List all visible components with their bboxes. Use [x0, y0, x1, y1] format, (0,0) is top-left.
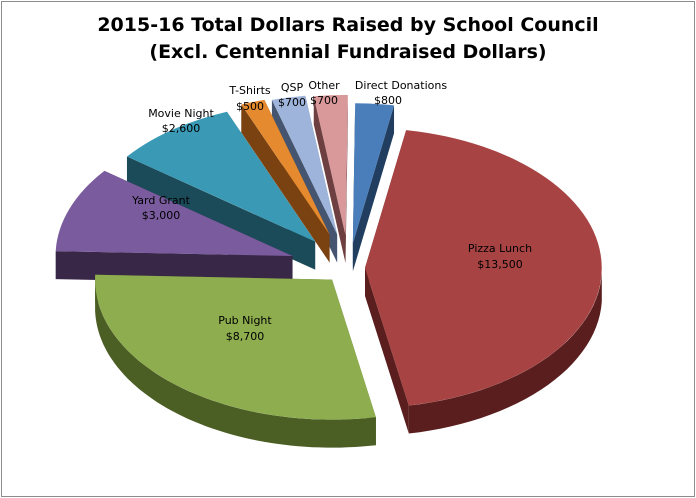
slice-top [271, 95, 338, 235]
slice-label-name: T-Shirts [228, 84, 271, 97]
slice-label-name: Pub Night [218, 314, 272, 327]
slice-label-value: $700 [310, 94, 338, 107]
slice-label-name: Movie Night [148, 107, 214, 120]
slice-label-name: Yard Grant [131, 194, 191, 207]
slice-top [352, 103, 394, 244]
slice-direct-donations [352, 103, 395, 272]
slice-cut-wall [126, 156, 316, 270]
slice-cut-wall [364, 267, 409, 434]
slice-pub-night [95, 274, 376, 448]
chart-title-block: 2015-16 Total Dollars Raised by School C… [0, 12, 696, 66]
slice-cut-wall [241, 104, 330, 263]
slice-top [127, 111, 316, 242]
slice-label-value: $800 [374, 94, 402, 107]
slice-side-wall [408, 273, 602, 434]
slice-side-wall [95, 283, 376, 448]
slice-label-name: Direct Donations [355, 79, 447, 92]
slice-top [55, 170, 293, 257]
slice-label-name: Pizza Lunch [468, 242, 532, 255]
slice-label-value: $3,000 [142, 209, 181, 222]
slice-top [364, 130, 602, 406]
slice-label-value: $500 [236, 100, 264, 113]
slice-other [313, 94, 348, 263]
slice-label-name: Other [308, 79, 340, 92]
slice-pizza-lunch [364, 130, 602, 434]
slice-top [313, 94, 348, 235]
slice-label-value: $8,700 [226, 330, 265, 343]
slice-top [241, 99, 330, 235]
slice-cut-wall [352, 105, 395, 272]
slice-t-shirts [241, 99, 330, 263]
slice-label-value: $2,600 [162, 122, 201, 135]
slice-top [95, 274, 376, 420]
chart-subtitle: (Excl. Centennial Fundraised Dollars) [149, 41, 547, 63]
slice-label-value: $700 [278, 96, 306, 109]
slice-label-value: $13,500 [477, 258, 523, 271]
slice-cut-wall [313, 96, 346, 263]
chart-title: 2015-16 Total Dollars Raised by School C… [97, 14, 599, 36]
slice-cut-wall [345, 94, 348, 263]
slice-label-name: QSP [281, 81, 304, 94]
slice-movie-night [126, 111, 316, 270]
